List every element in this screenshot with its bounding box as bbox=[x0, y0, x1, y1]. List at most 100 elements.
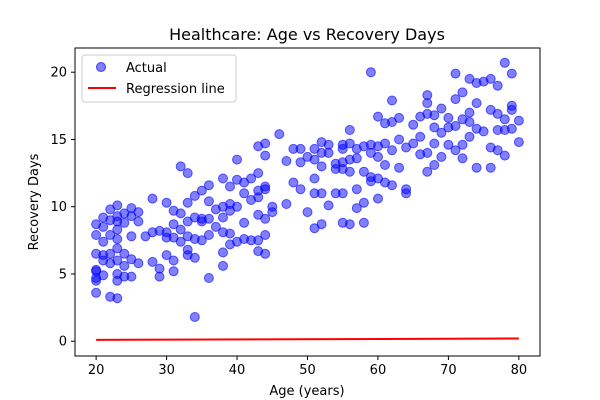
data-point bbox=[387, 180, 397, 191]
data-point bbox=[457, 153, 468, 164]
data-point bbox=[203, 180, 214, 191]
data-point bbox=[189, 312, 200, 322]
data-point bbox=[492, 145, 503, 156]
x-axis-label: Age (years) bbox=[269, 384, 344, 399]
data-point bbox=[316, 219, 327, 230]
x-tick-label: 30 bbox=[158, 363, 175, 378]
data-point bbox=[365, 67, 376, 78]
data-point bbox=[499, 114, 510, 125]
data-point bbox=[464, 107, 475, 118]
data-point bbox=[464, 131, 475, 142]
data-point bbox=[309, 154, 320, 165]
legend-box bbox=[81, 54, 237, 103]
plot-area bbox=[74, 47, 541, 357]
data-point bbox=[492, 80, 503, 91]
data-point bbox=[182, 244, 193, 255]
data-point bbox=[436, 151, 447, 162]
data-point bbox=[457, 139, 468, 150]
data-point bbox=[246, 173, 257, 184]
data-point bbox=[464, 117, 475, 127]
data-point bbox=[126, 231, 137, 242]
data-point bbox=[380, 160, 390, 170]
data-point bbox=[168, 219, 179, 230]
data-point bbox=[210, 221, 221, 232]
data-point bbox=[133, 216, 144, 227]
data-point bbox=[358, 166, 369, 177]
data-point bbox=[443, 112, 454, 123]
data-point bbox=[175, 161, 186, 172]
data-point bbox=[316, 161, 327, 172]
data-point bbox=[394, 112, 405, 123]
x-tick-label: 70 bbox=[440, 363, 457, 378]
y-tick-label: 15 bbox=[50, 133, 67, 148]
data-point bbox=[457, 87, 468, 98]
data-point bbox=[323, 139, 334, 150]
data-point bbox=[295, 184, 306, 195]
data-point bbox=[295, 157, 306, 168]
data-point bbox=[429, 110, 440, 121]
legend: Actual Regression line bbox=[81, 54, 237, 103]
data-point bbox=[98, 236, 109, 247]
data-point bbox=[513, 115, 524, 126]
data-point bbox=[203, 213, 214, 224]
data-point bbox=[351, 153, 362, 164]
data-point bbox=[387, 95, 397, 106]
x-tick-label: 60 bbox=[370, 363, 387, 378]
data-point bbox=[161, 250, 172, 261]
y-axis-label: Recovery Days bbox=[27, 153, 42, 250]
data-point bbox=[415, 131, 426, 142]
regression-layer bbox=[96, 337, 519, 341]
data-point bbox=[98, 221, 109, 232]
data-point bbox=[323, 200, 334, 211]
data-point bbox=[351, 203, 362, 214]
data-point bbox=[288, 177, 299, 188]
data-point bbox=[316, 188, 327, 199]
data-point bbox=[344, 219, 355, 230]
data-point bbox=[253, 235, 264, 246]
data-point bbox=[295, 143, 306, 154]
data-point bbox=[175, 208, 186, 219]
regression-line bbox=[96, 337, 519, 341]
data-point bbox=[429, 138, 440, 149]
data-point bbox=[422, 90, 433, 101]
legend-marker-actual bbox=[96, 62, 106, 72]
data-point bbox=[309, 173, 320, 184]
data-point bbox=[471, 98, 482, 109]
x-tick-label: 40 bbox=[229, 363, 246, 378]
data-point bbox=[499, 150, 510, 161]
y-axis-ticks: 0 5 10 15 20 bbox=[50, 66, 75, 350]
y-tick-label: 0 bbox=[59, 335, 67, 350]
y-tick-label: 10 bbox=[50, 200, 67, 215]
data-point bbox=[260, 181, 271, 192]
data-point bbox=[344, 125, 355, 135]
chart-title: Healthcare: Age vs Recovery Days bbox=[169, 25, 445, 44]
data-point bbox=[239, 188, 250, 199]
data-point bbox=[492, 108, 503, 119]
data-point bbox=[260, 138, 271, 149]
data-point bbox=[380, 138, 390, 149]
data-point bbox=[373, 151, 383, 162]
data-point bbox=[119, 260, 130, 271]
data-point bbox=[267, 201, 278, 212]
data-point bbox=[499, 57, 510, 68]
data-point bbox=[232, 201, 242, 212]
x-tick-label: 80 bbox=[511, 363, 528, 378]
data-point bbox=[218, 212, 228, 223]
data-point bbox=[373, 193, 383, 204]
data-point bbox=[168, 255, 179, 266]
data-point bbox=[105, 248, 116, 259]
data-point bbox=[408, 138, 419, 149]
data-point bbox=[91, 264, 102, 275]
data-point bbox=[218, 260, 228, 271]
data-point bbox=[126, 271, 137, 282]
data-point bbox=[485, 73, 496, 84]
data-point bbox=[506, 68, 517, 79]
data-point bbox=[182, 168, 193, 179]
data-point bbox=[436, 103, 447, 114]
data-point bbox=[394, 162, 405, 173]
data-point bbox=[182, 197, 193, 208]
data-point bbox=[203, 230, 214, 240]
data-point bbox=[154, 263, 165, 274]
data-point bbox=[422, 147, 433, 158]
